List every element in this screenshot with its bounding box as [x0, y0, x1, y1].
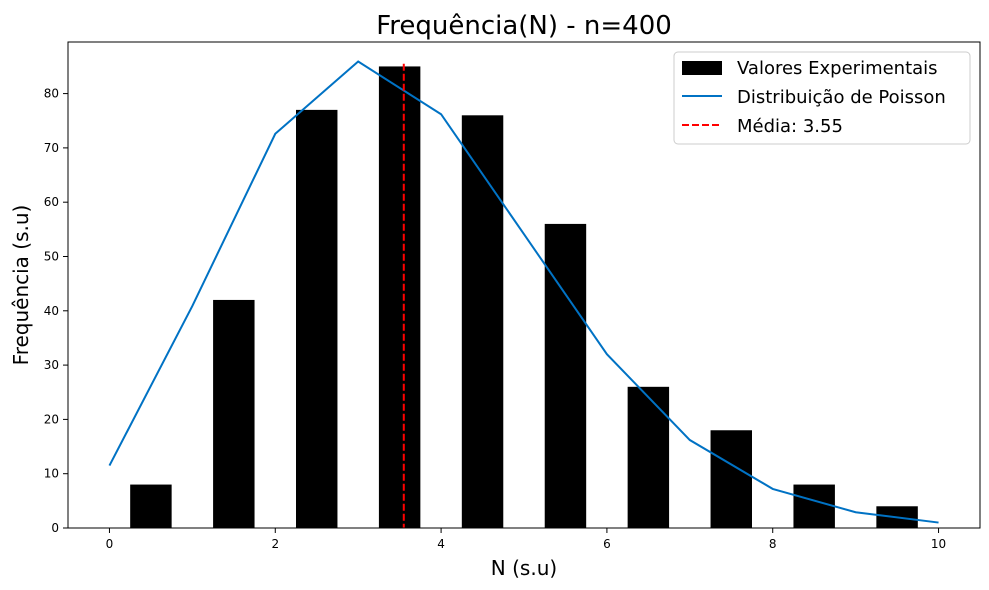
bar: [461, 115, 504, 529]
legend-line-label: Distribuição de Poisson: [737, 87, 946, 108]
poisson-line: [108, 60, 939, 524]
poisson-series: [108, 60, 939, 524]
bar: [213, 299, 255, 528]
bar: [793, 484, 835, 528]
bar: [296, 109, 338, 528]
y-tick-label: 60: [44, 195, 59, 209]
legend-box: [673, 51, 971, 145]
y-tick-label: 20: [44, 412, 59, 426]
x-tick-label: 0: [106, 537, 114, 551]
bar-series: [130, 66, 918, 529]
bar: [627, 386, 670, 528]
bar: [130, 484, 172, 528]
x-tick-label: 8: [769, 537, 777, 551]
y-tick-label: 70: [44, 141, 59, 155]
plot-frame: [67, 41, 981, 529]
chart-title: Frequência(N) - n=400: [376, 11, 672, 41]
legend-bar-label: Valores Experimentais: [737, 58, 938, 79]
x-tick-label: 10: [931, 537, 946, 551]
x-tick-label: 2: [271, 537, 279, 551]
y-axis: 0 10 20 30 40 50 60 70 80: [44, 87, 68, 535]
y-tick-label: 50: [44, 249, 59, 263]
y-axis-label: Frequência (s.u): [9, 205, 33, 366]
y-tick-label: 30: [44, 358, 59, 372]
x-axis-label: N (s.u): [491, 556, 557, 580]
bar: [544, 223, 587, 528]
bar: [710, 430, 752, 528]
legend: Valores Experimentais Distribuição de Po…: [673, 51, 971, 145]
legend-bar-swatch: [682, 61, 722, 75]
legend-mean-label: Média: 3.55: [737, 116, 843, 137]
y-tick-label: 0: [51, 521, 59, 535]
x-tick-label: 4: [437, 537, 445, 551]
y-tick-label: 40: [44, 304, 59, 318]
y-tick-label: 10: [44, 467, 59, 481]
x-axis: 0 2 4 6 8 10: [106, 528, 946, 551]
bar: [378, 66, 421, 528]
x-tick-label: 6: [603, 537, 611, 551]
y-tick-label: 80: [44, 87, 59, 101]
